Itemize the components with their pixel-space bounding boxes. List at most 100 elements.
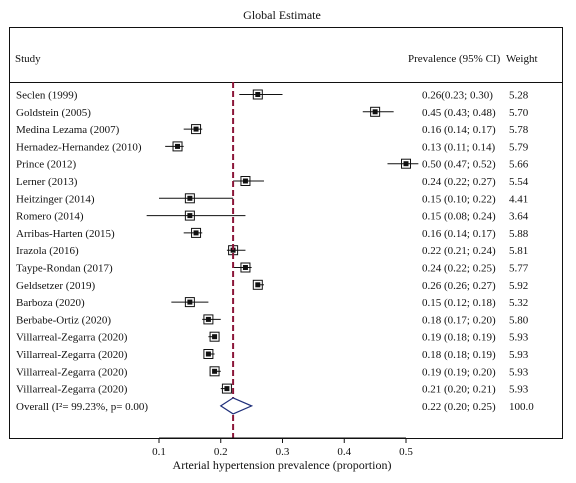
weight-box [252,279,263,290]
weight-box [240,176,251,186]
point-estimate [224,386,230,392]
study-weight: 5.77 [509,263,529,275]
point-estimate [187,195,193,201]
study-weight: 5.79 [509,141,529,153]
chart-title: Global Estimate [243,8,321,22]
study-weight: 5.92 [509,280,528,292]
x-tick-label: 0.2 [214,446,228,458]
point-estimate [403,161,409,167]
weight-box [370,106,381,117]
study-estimate: 0.24 (0.22; 0.25) [422,263,496,275]
study-weight: 5.93 [509,366,529,378]
point-estimate [205,351,211,357]
point-estimate [255,282,261,288]
study-estimate: 0.19 (0.19; 0.20) [422,366,496,378]
study-weight: 4.41 [509,193,528,205]
study-name: Taype-Rondan (2017) [16,263,113,275]
x-tick-label: 0.4 [337,446,351,458]
point-estimate [372,109,378,115]
study-estimate: 0.15 (0.10; 0.22) [422,193,496,205]
weight-box [184,297,195,308]
x-axis: 0.1 0.2 0.3 0.4 0.5 [152,437,413,458]
study-estimate: 0.21 (0.20; 0.21) [422,384,496,396]
study-estimate: 0.15 (0.08; 0.24) [422,211,496,223]
study-weight: 3.64 [509,211,529,223]
study-estimate: 0.26(0.23; 0.30) [422,90,493,102]
point-estimate [175,143,181,149]
study-name: Heitzinger (2014) [16,193,95,205]
study-name: Romero (2014) [16,211,84,223]
overall-name: Overall (I²= 99.23%, p= 0.00) [16,401,148,413]
study-name: Villarreal-Zegarra (2020) [16,332,128,344]
estimate-column-header: Prevalence (95% CI) [408,53,501,65]
x-tick-label: 0.1 [152,446,166,458]
study-name: Prince (2012) [16,159,77,171]
study-name: Hernadez-Hernandez (2010) [16,141,142,153]
study-weight: 5.78 [509,124,529,136]
study-weight: 5.32 [509,297,528,309]
point-estimate [212,368,218,374]
study-name: Lerner (2013) [16,176,78,188]
study-name: Villarreal-Zegarra (2020) [16,384,128,396]
study-name: Berbabe-Ortiz (2020) [16,314,111,326]
study-weight: 5.88 [509,228,529,240]
point-estimate [212,334,218,340]
weight-column-header: Weight [506,53,538,65]
point-estimate [230,247,236,253]
study-rows: Seclen (1999) 0.26(0.23; 0.30) 5.28 Goldste… [16,89,529,396]
point-estimate [193,126,199,132]
study-weight: 5.66 [509,159,529,171]
study-column-header: Study [15,53,41,65]
weight-box [209,366,220,377]
study-weight: 5.93 [509,332,529,344]
weight-box [184,210,195,221]
study-estimate: 0.26 (0.26; 0.27) [422,280,496,292]
study-name: Geldsetzer (2019) [16,280,95,292]
overall-estimate: 0.22 (0.20; 0.25) [422,401,496,413]
weight-box [203,349,214,359]
weight-box [401,158,411,169]
study-weight: 5.81 [509,245,528,257]
point-estimate [242,265,248,270]
study-name: Arribas-Harten (2015) [16,228,115,240]
point-estimate [187,299,193,305]
weight-box [203,314,214,325]
point-estimate [255,92,261,97]
study-estimate: 0.15 (0.12; 0.18) [422,297,496,309]
point-estimate [193,230,199,236]
study-estimate: 0.45 (0.43; 0.48) [422,107,496,119]
study-estimate: 0.16 (0.14; 0.17) [422,228,496,240]
point-estimate [205,316,211,322]
point-estimate [187,213,193,219]
weight-box [172,141,183,152]
x-tick-label: 0.5 [399,446,413,458]
study-name: Medina Lezama (2007) [16,124,120,136]
study-estimate: 0.19 (0.18; 0.19) [422,332,496,344]
study-estimate: 0.18 (0.17; 0.20) [422,314,496,326]
study-name: Irazola (2016) [16,245,79,257]
study-estimate: 0.50 (0.47; 0.52) [422,159,496,171]
study-name: Seclen (1999) [16,90,78,102]
study-weight: 5.80 [509,314,529,326]
overall-diamond [219,397,254,415]
weight-box [221,383,232,394]
study-estimate: 0.18 (0.18; 0.19) [422,349,496,361]
study-estimate: 0.16 (0.14; 0.17) [422,124,496,136]
x-axis-label: Arterial hypertension prevalence (propor… [173,458,392,472]
study-estimate: 0.22 (0.21; 0.24) [422,245,496,257]
weight-box [240,262,251,273]
study-name: Barboza (2020) [16,297,85,309]
study-name: Goldstein (2005) [16,107,91,119]
overall-weight: 100.0 [509,401,534,413]
study-weight: 5.93 [509,384,529,396]
weight-box [209,331,220,342]
overall-row: Overall (I²= 99.23%, p= 0.00) 0.22 (0.20;… [16,397,534,415]
study-weight: 5.70 [509,107,529,119]
weight-box [252,89,263,100]
study-weight: 5.54 [509,176,529,188]
weight-box [191,124,202,135]
weight-box [184,193,195,204]
x-tick-label: 0.3 [276,446,290,458]
point-estimate [242,178,248,184]
